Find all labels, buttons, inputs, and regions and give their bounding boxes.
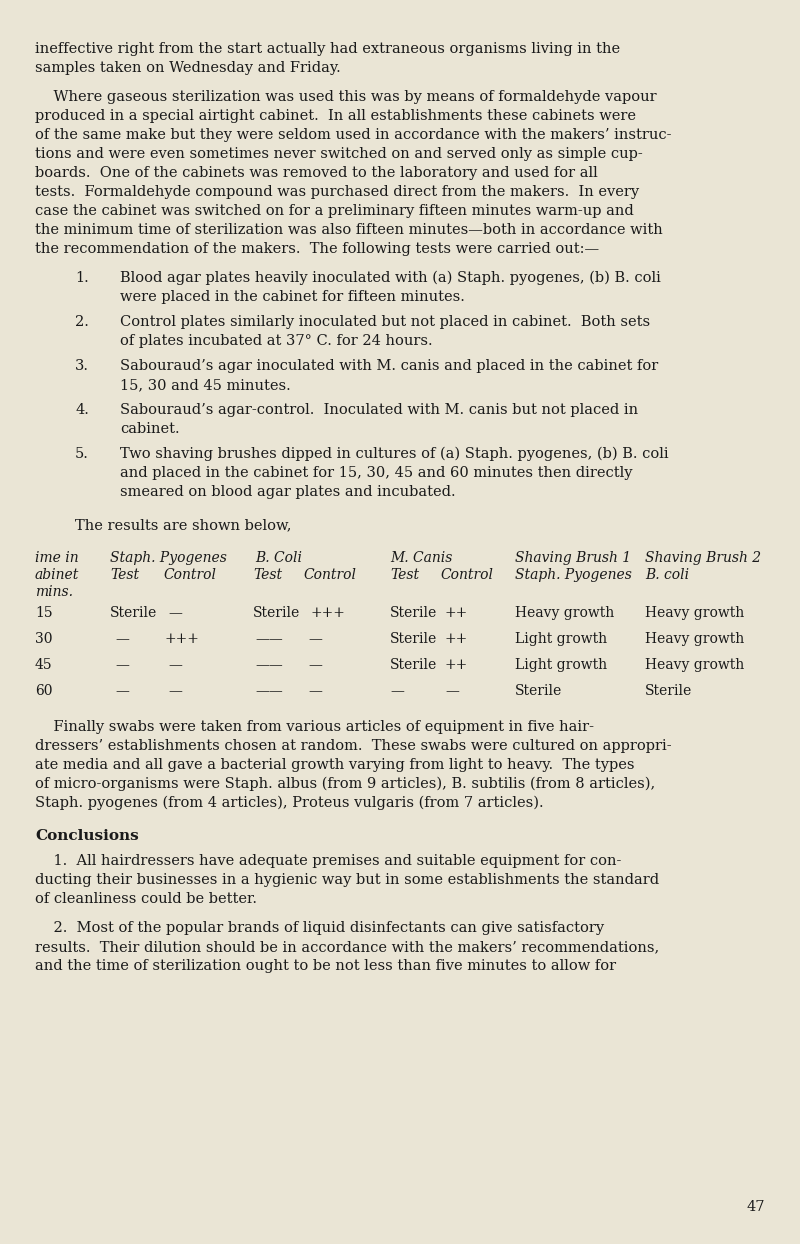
Text: of plates incubated at 37° C. for 24 hours.: of plates incubated at 37° C. for 24 hou…: [120, 333, 433, 348]
Text: mins.: mins.: [35, 585, 73, 600]
Text: —: —: [168, 684, 182, 698]
Text: ——: ——: [255, 658, 282, 672]
Text: 3.: 3.: [75, 360, 89, 373]
Text: Control: Control: [163, 569, 216, 582]
Text: samples taken on Wednesday and Friday.: samples taken on Wednesday and Friday.: [35, 61, 341, 75]
Text: Control: Control: [440, 569, 493, 582]
Text: Sabouraud’s agar inoculated with M. canis and placed in the cabinet for: Sabouraud’s agar inoculated with M. cani…: [120, 360, 658, 373]
Text: —: —: [308, 658, 322, 672]
Text: smeared on blood agar plates and incubated.: smeared on blood agar plates and incubat…: [120, 485, 456, 499]
Text: tions and were even sometimes never switched on and served only as simple cup-: tions and were even sometimes never swit…: [35, 147, 642, 160]
Text: Staph. Pyogenes: Staph. Pyogenes: [110, 551, 227, 565]
Text: Test: Test: [253, 569, 282, 582]
Text: Heavy growth: Heavy growth: [645, 658, 744, 672]
Text: ate media and all gave a bacterial growth varying from light to heavy.  The type: ate media and all gave a bacterial growt…: [35, 758, 634, 773]
Text: 5.: 5.: [75, 447, 89, 462]
Text: 47: 47: [746, 1200, 765, 1214]
Text: 60: 60: [35, 684, 53, 698]
Text: —: —: [168, 606, 182, 620]
Text: Light growth: Light growth: [515, 632, 607, 646]
Text: of the same make but they were seldom used in accordance with the makers’ instru: of the same make but they were seldom us…: [35, 128, 671, 142]
Text: —: —: [308, 632, 322, 646]
Text: ducting their businesses in a hygienic way but in some establishments the standa: ducting their businesses in a hygienic w…: [35, 873, 659, 887]
Text: Heavy growth: Heavy growth: [515, 606, 614, 620]
Text: +++: +++: [165, 632, 200, 646]
Text: Test: Test: [390, 569, 419, 582]
Text: Conclusions: Conclusions: [35, 829, 138, 843]
Text: Shaving Brush 2: Shaving Brush 2: [645, 551, 761, 565]
Text: 4.: 4.: [75, 403, 89, 417]
Text: boards.  One of the cabinets was removed to the laboratory and used for all: boards. One of the cabinets was removed …: [35, 165, 598, 180]
Text: —: —: [115, 684, 129, 698]
Text: ime in: ime in: [35, 551, 78, 565]
Text: of micro-organisms were Staph. albus (from 9 articles), B. subtilis (from 8 arti: of micro-organisms were Staph. albus (fr…: [35, 778, 655, 791]
Text: 2.  Most of the popular brands of liquid disinfectants can give satisfactory: 2. Most of the popular brands of liquid …: [35, 921, 604, 935]
Text: Heavy growth: Heavy growth: [645, 632, 744, 646]
Text: case the cabinet was switched on for a preliminary fifteen minutes warm-up and: case the cabinet was switched on for a p…: [35, 204, 634, 218]
Text: 1.: 1.: [75, 271, 89, 285]
Text: 15: 15: [35, 606, 53, 620]
Text: Where gaseous sterilization was used this was by means of formaldehyde vapour: Where gaseous sterilization was used thi…: [35, 90, 657, 104]
Text: Sabouraud’s agar-control.  Inoculated with M. canis but not placed in: Sabouraud’s agar-control. Inoculated wit…: [120, 403, 638, 417]
Text: Two shaving brushes dipped in cultures of (a) Staph. pyogenes, (b) B. coli: Two shaving brushes dipped in cultures o…: [120, 447, 669, 462]
Text: 30: 30: [35, 632, 53, 646]
Text: ++: ++: [445, 632, 468, 646]
Text: dressers’ establishments chosen at random.  These swabs were cultured on appropr: dressers’ establishments chosen at rando…: [35, 739, 672, 753]
Text: Staph. Pyogenes: Staph. Pyogenes: [515, 569, 632, 582]
Text: —: —: [445, 684, 459, 698]
Text: cabinet.: cabinet.: [120, 422, 180, 435]
Text: ++: ++: [445, 606, 468, 620]
Text: 1.  All hairdressers have adequate premises and suitable equipment for con-: 1. All hairdressers have adequate premis…: [35, 853, 622, 868]
Text: Test: Test: [110, 569, 139, 582]
Text: +++: +++: [310, 606, 345, 620]
Text: The results are shown below,: The results are shown below,: [75, 518, 291, 532]
Text: and placed in the cabinet for 15, 30, 45 and 60 minutes then directly: and placed in the cabinet for 15, 30, 45…: [120, 466, 633, 480]
Text: the recommendation of the makers.  The following tests were carried out:—: the recommendation of the makers. The fo…: [35, 243, 599, 256]
Text: M. Canis: M. Canis: [390, 551, 452, 565]
Text: Sterile: Sterile: [515, 684, 562, 698]
Text: were placed in the cabinet for fifteen minutes.: were placed in the cabinet for fifteen m…: [120, 290, 465, 304]
Text: —: —: [115, 632, 129, 646]
Text: Sterile: Sterile: [110, 606, 158, 620]
Text: —: —: [308, 684, 322, 698]
Text: the minimum time of sterilization was also fifteen minutes—both in accordance wi: the minimum time of sterilization was al…: [35, 223, 662, 238]
Text: Sterile: Sterile: [645, 684, 692, 698]
Text: 2.: 2.: [75, 315, 89, 328]
Text: ineffective right from the start actually had extraneous organisms living in the: ineffective right from the start actuall…: [35, 42, 620, 56]
Text: ——: ——: [255, 684, 282, 698]
Text: Finally swabs were taken from various articles of equipment in five hair-: Finally swabs were taken from various ar…: [35, 720, 594, 734]
Text: —: —: [390, 684, 404, 698]
Text: abinet: abinet: [35, 569, 79, 582]
Text: ——: ——: [255, 632, 282, 646]
Text: Shaving Brush 1: Shaving Brush 1: [515, 551, 631, 565]
Text: results.  Their dilution should be in accordance with the makers’ recommendation: results. Their dilution should be in acc…: [35, 940, 659, 954]
Text: tests.  Formaldehyde compound was purchased direct from the makers.  In every: tests. Formaldehyde compound was purchas…: [35, 185, 639, 199]
Text: produced in a special airtight cabinet.  In all establishments these cabinets we: produced in a special airtight cabinet. …: [35, 109, 636, 123]
Text: Light growth: Light growth: [515, 658, 607, 672]
Text: of cleanliness could be better.: of cleanliness could be better.: [35, 892, 257, 906]
Text: ++: ++: [445, 658, 468, 672]
Text: Sterile: Sterile: [390, 658, 438, 672]
Text: —: —: [168, 658, 182, 672]
Text: B. Coli: B. Coli: [255, 551, 302, 565]
Text: Heavy growth: Heavy growth: [645, 606, 744, 620]
Text: Sterile: Sterile: [390, 632, 438, 646]
Text: Sterile: Sterile: [390, 606, 438, 620]
Text: Sterile: Sterile: [253, 606, 300, 620]
Text: Control: Control: [303, 569, 356, 582]
Text: and the time of sterilization ought to be not less than five minutes to allow fo: and the time of sterilization ought to b…: [35, 959, 616, 973]
Text: 45: 45: [35, 658, 53, 672]
Text: Staph. pyogenes (from 4 articles), Proteus vulgaris (from 7 articles).: Staph. pyogenes (from 4 articles), Prote…: [35, 796, 544, 810]
Text: B. coli: B. coli: [645, 569, 689, 582]
Text: Blood agar plates heavily inoculated with (a) Staph. pyogenes, (b) B. coli: Blood agar plates heavily inoculated wit…: [120, 271, 661, 285]
Text: 15, 30 and 45 minutes.: 15, 30 and 45 minutes.: [120, 378, 290, 392]
Text: Control plates similarly inoculated but not placed in cabinet.  Both sets: Control plates similarly inoculated but …: [120, 315, 650, 328]
Text: —: —: [115, 658, 129, 672]
